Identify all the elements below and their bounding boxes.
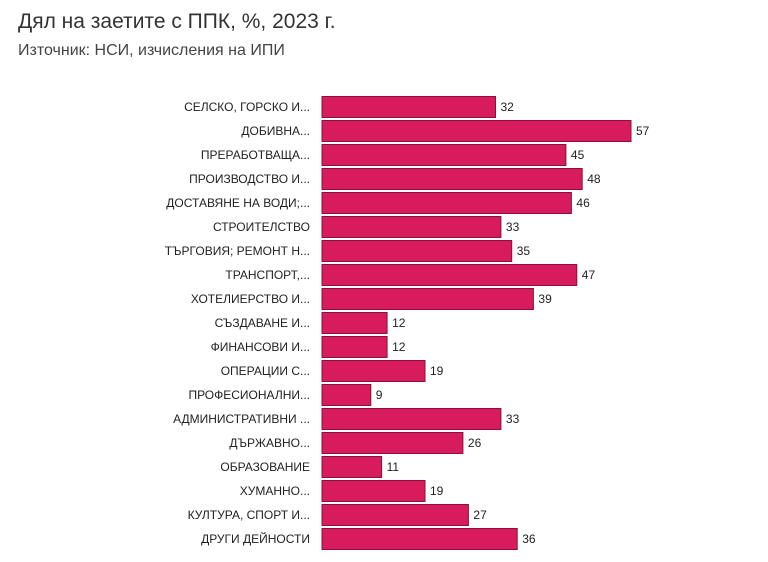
category-label: ДЪРЖАВНО...	[229, 436, 310, 450]
bar	[321, 504, 469, 526]
value-label: 9	[376, 388, 383, 402]
category-label: ОБРАЗОВАНИЕ	[220, 460, 310, 474]
bars-layer	[321, 96, 632, 550]
value-label: 12	[392, 316, 406, 330]
value-label: 48	[587, 172, 601, 186]
value-label: 47	[582, 268, 596, 282]
bar	[321, 432, 464, 454]
category-label: СЕЛСКО, ГОРСКО И...	[184, 100, 310, 114]
category-label: СТРОИТЕЛСТВО	[213, 220, 310, 234]
value-label: 32	[501, 100, 515, 114]
bar	[321, 192, 572, 214]
bar	[321, 144, 567, 166]
bar	[321, 168, 583, 190]
category-label: ТЪРГОВИЯ; РЕМОНТ Н...	[165, 244, 310, 258]
bar	[321, 120, 632, 142]
category-label: ФИНАНСОВИ И...	[211, 340, 310, 354]
bar	[321, 96, 496, 118]
category-label: ДОСТАВЯНЕ НА ВОДИ;...	[166, 196, 310, 210]
bar	[321, 480, 426, 502]
category-labels-layer: СЕЛСКО, ГОРСКО И... ДОБИВНА... ПРЕРАБОТВАЩ…	[165, 100, 310, 546]
value-label: 26	[468, 436, 482, 450]
category-label: ХУМАННО...	[240, 484, 310, 498]
value-label: 27	[473, 508, 487, 522]
bar	[321, 240, 513, 262]
bar	[321, 264, 578, 286]
bar	[321, 216, 502, 238]
category-label: ПРОФЕСИОНАЛНИ...	[188, 388, 310, 402]
value-label: 19	[430, 364, 444, 378]
value-label: 39	[538, 292, 552, 306]
category-label: ТРАНСПОРТ,...	[225, 268, 310, 282]
bar	[321, 288, 534, 310]
value-label: 57	[636, 124, 650, 138]
value-label: 19	[430, 484, 444, 498]
category-label: ХОТЕЛИЕРСТВО И...	[191, 292, 310, 306]
bar	[321, 384, 372, 406]
category-label: ПРЕРАБОТВАЩА...	[201, 148, 310, 162]
category-label: ОПЕРАЦИИ С...	[221, 364, 310, 378]
category-label: СЪЗДАВАНЕ И...	[215, 316, 310, 330]
value-label: 35	[517, 244, 531, 258]
chart-title: Дял на заетите с ППК, %, 2023 г.	[18, 10, 336, 33]
value-label: 33	[506, 412, 520, 426]
value-label: 11	[387, 460, 400, 474]
bar	[321, 408, 502, 430]
category-label: ПРОИЗВОДСТВО И...	[189, 172, 310, 186]
bar	[321, 528, 518, 550]
bar	[321, 456, 383, 478]
bar	[321, 312, 388, 334]
chart-subtitle: Източник: НСИ, изчисления на ИПИ	[18, 42, 285, 59]
value-label: 36	[522, 532, 536, 546]
category-label: ДОБИВНА...	[241, 124, 310, 138]
value-label: 46	[576, 196, 590, 210]
category-label: КУЛТУРА, СПОРТ И...	[188, 508, 310, 522]
category-label: ДРУГИ ДЕЙНОСТИ	[201, 531, 310, 546]
value-label: 45	[571, 148, 585, 162]
bar	[321, 360, 426, 382]
value-label: 12	[392, 340, 406, 354]
category-label: АДМИНИСТРАТИВНИ ...	[173, 412, 310, 426]
bar	[321, 336, 388, 358]
value-label: 33	[506, 220, 520, 234]
